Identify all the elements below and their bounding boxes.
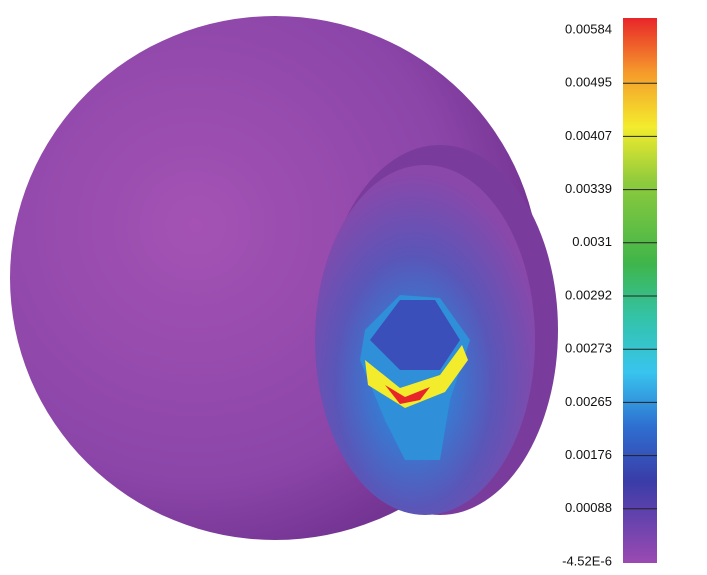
colorbar-label: 0.00584 <box>565 21 612 36</box>
colorbar-label: 0.00265 <box>565 394 612 409</box>
colorbar-label: 0.00292 <box>565 287 612 302</box>
model <box>10 16 558 540</box>
colorbar-label: 0.00339 <box>565 181 612 196</box>
colorbar-label: 0.00088 <box>565 500 612 515</box>
page: 0.00584 0.00495 0.00407 0.00339 0.0031 0.0029… <box>0 0 707 575</box>
figure: 0.00584 0.00495 0.00407 0.00339 0.0031 0.0029… <box>0 0 707 575</box>
colorbar-label: 0.0031 <box>572 234 612 249</box>
colorbar-label: 0.00273 <box>565 341 612 356</box>
colorbar-label: -4.52E-6 <box>562 553 612 568</box>
colorbar-label: 0.00176 <box>565 447 612 462</box>
colorbar-label: 0.00495 <box>565 75 612 90</box>
colorbar-label: 0.00407 <box>565 128 612 143</box>
colorbar <box>623 18 657 563</box>
